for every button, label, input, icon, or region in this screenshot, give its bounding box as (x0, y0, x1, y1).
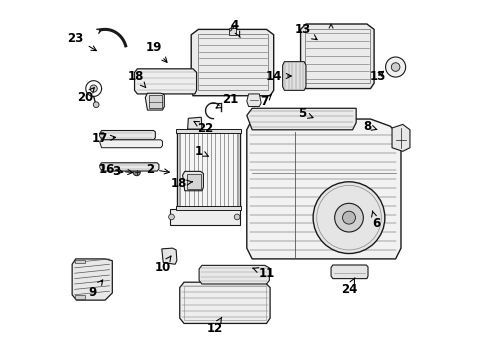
Polygon shape (74, 296, 85, 299)
Polygon shape (191, 30, 274, 96)
Circle shape (133, 168, 140, 176)
Text: 22: 22 (194, 121, 214, 135)
Circle shape (93, 102, 99, 108)
Circle shape (392, 63, 400, 71)
Text: 10: 10 (154, 256, 171, 274)
Circle shape (234, 214, 240, 220)
Polygon shape (100, 140, 163, 148)
Polygon shape (247, 119, 401, 259)
Polygon shape (180, 282, 270, 323)
Polygon shape (199, 265, 270, 284)
Polygon shape (100, 131, 155, 140)
Polygon shape (247, 94, 261, 107)
Polygon shape (72, 259, 112, 300)
Text: 8: 8 (363, 120, 377, 133)
Bar (170, 209, 240, 225)
Text: 7: 7 (261, 94, 271, 108)
Bar (176, 206, 241, 211)
Circle shape (313, 182, 385, 253)
Polygon shape (74, 260, 85, 263)
Text: 15: 15 (369, 69, 386, 82)
Text: 3: 3 (112, 165, 133, 177)
Polygon shape (183, 171, 203, 191)
Text: 23: 23 (68, 32, 97, 51)
Polygon shape (100, 163, 159, 171)
Text: 13: 13 (294, 23, 317, 40)
Circle shape (169, 214, 174, 220)
Text: 11: 11 (253, 267, 274, 280)
Text: 5: 5 (298, 107, 313, 120)
Polygon shape (392, 125, 410, 151)
Text: 20: 20 (77, 87, 95, 104)
Text: 17: 17 (92, 132, 116, 145)
Circle shape (99, 132, 105, 138)
Text: 19: 19 (146, 41, 167, 62)
Polygon shape (188, 117, 202, 129)
Circle shape (386, 57, 406, 77)
Circle shape (335, 203, 364, 232)
Polygon shape (247, 108, 356, 130)
Polygon shape (300, 24, 374, 89)
Text: 12: 12 (206, 317, 222, 335)
Text: 21: 21 (216, 93, 239, 108)
Text: 24: 24 (341, 278, 357, 296)
Circle shape (100, 165, 105, 170)
Polygon shape (229, 28, 236, 35)
Bar (149, 95, 162, 108)
Circle shape (90, 85, 97, 92)
Bar (187, 174, 201, 189)
Bar (177, 130, 240, 209)
Polygon shape (283, 62, 306, 90)
Polygon shape (146, 93, 164, 110)
Text: 18: 18 (171, 177, 193, 190)
Text: 6: 6 (371, 211, 380, 230)
Text: 16: 16 (99, 163, 123, 176)
Text: 1: 1 (195, 145, 208, 158)
Bar (179, 132, 238, 207)
Circle shape (343, 211, 355, 224)
Polygon shape (162, 248, 177, 264)
Text: 18: 18 (127, 69, 146, 87)
Polygon shape (135, 69, 196, 94)
Polygon shape (331, 265, 368, 279)
Text: 14: 14 (266, 69, 291, 82)
Bar (176, 129, 241, 134)
Text: 4: 4 (230, 19, 240, 37)
Text: 2: 2 (146, 163, 170, 176)
Text: 9: 9 (89, 280, 103, 300)
